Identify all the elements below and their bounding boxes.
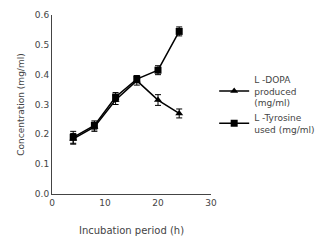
svg-text:L -DOPAproduced(mg/ml): L -DOPAproduced(mg/ml) [254,75,296,108]
svg-text:30: 30 [205,198,217,208]
svg-text:0.4: 0.4 [35,70,50,80]
svg-text:0.6: 0.6 [35,10,50,20]
svg-text:0.2: 0.2 [35,129,49,139]
svg-text:Incubation period (h): Incubation period (h) [79,225,184,236]
svg-text:Concentration (mg/ml): Concentration (mg/ml) [16,53,26,155]
svg-text:0.3: 0.3 [35,100,49,110]
svg-text:0.1: 0.1 [35,159,49,169]
svg-text:10: 10 [99,198,111,208]
svg-text:20: 20 [152,198,164,208]
svg-text:L -Tyrosineused (mg/ml): L -Tyrosineused (mg/ml) [254,113,314,135]
svg-text:0.5: 0.5 [35,40,49,50]
svg-text:0: 0 [49,198,55,208]
svg-text:0.0: 0.0 [35,189,50,199]
